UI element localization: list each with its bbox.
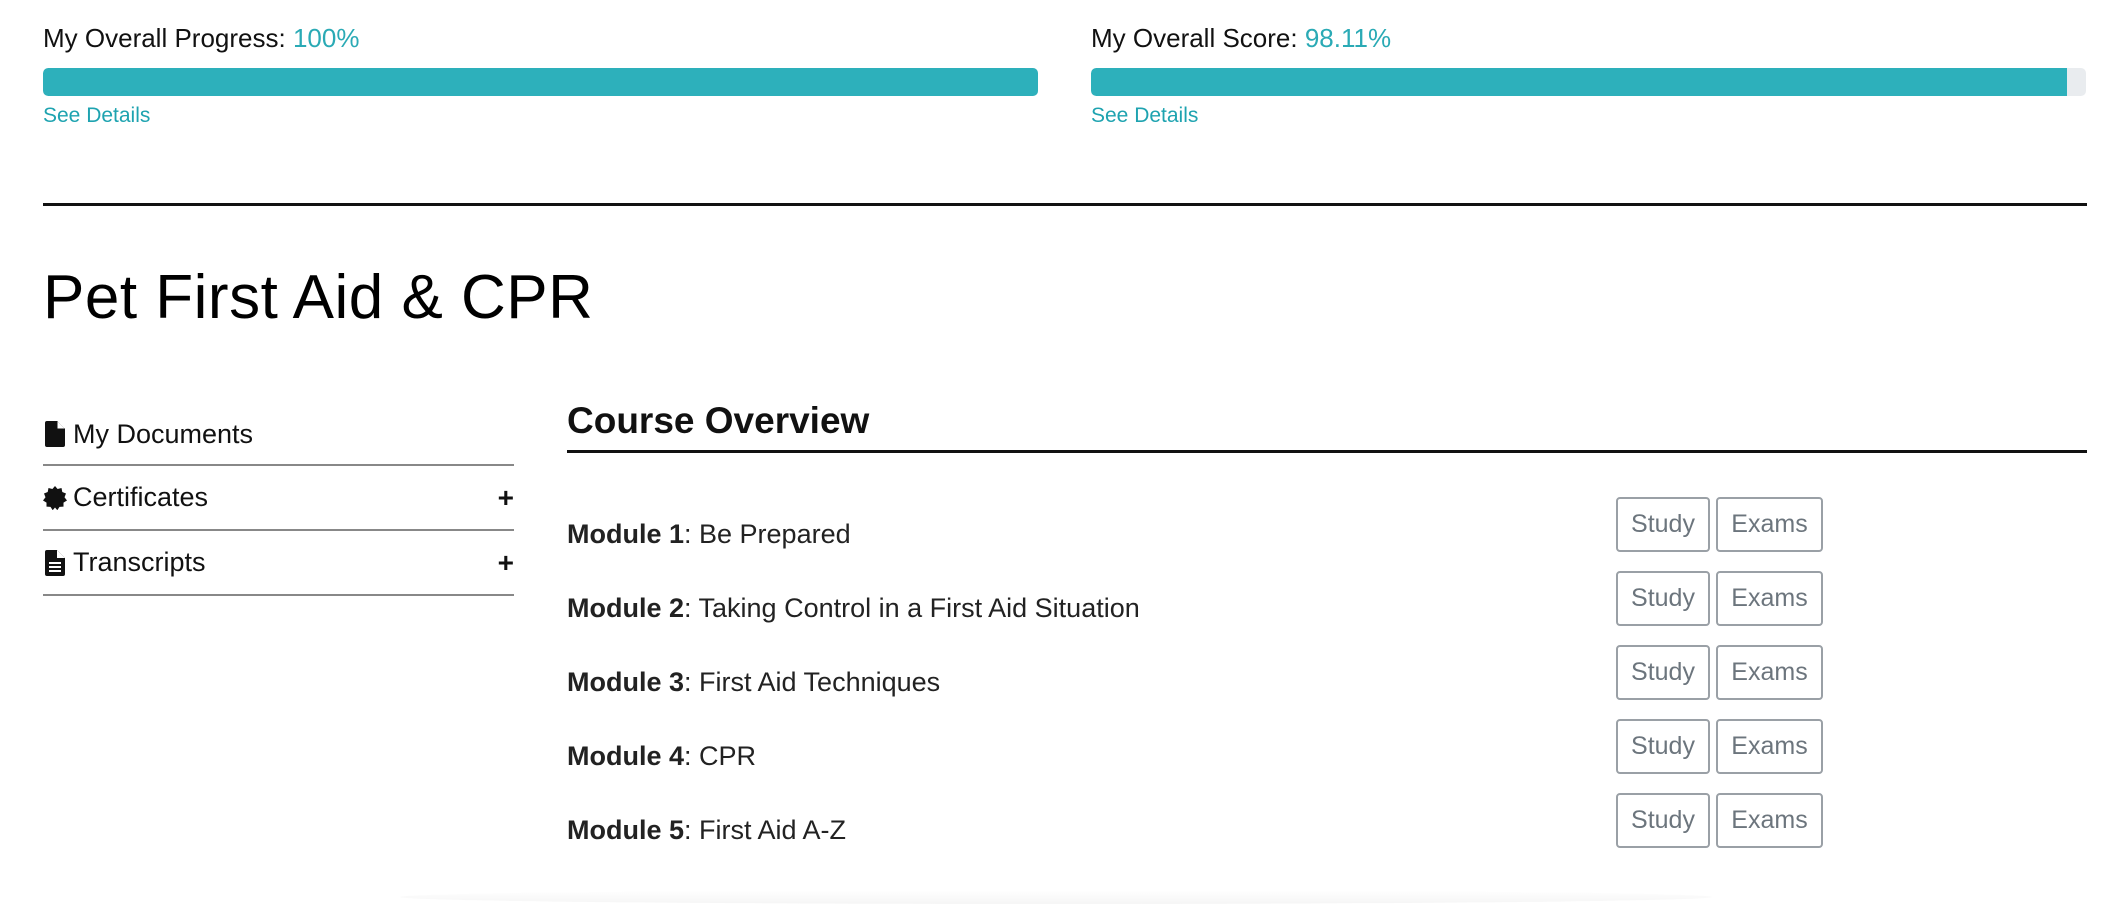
study-button[interactable]: Study <box>1616 571 1710 626</box>
exams-button[interactable]: Exams <box>1716 793 1823 848</box>
study-button[interactable]: Study <box>1616 793 1710 848</box>
progress-bar <box>43 68 1038 96</box>
exams-button[interactable]: Exams <box>1716 719 1823 774</box>
section-divider <box>43 203 2087 206</box>
score-label-row: My Overall Score: 98.11% <box>1091 22 2086 54</box>
score-label: My Overall Score: <box>1091 23 1298 53</box>
module-name: : CPR <box>684 740 757 771</box>
module-title: Module 2: Taking Control in a First Aid … <box>567 593 1140 624</box>
module-row: Module 2: Taking Control in a First Aid … <box>567 571 2087 645</box>
module-title: Module 1: Be Prepared <box>567 519 851 550</box>
module-number: Module 4 <box>567 740 685 771</box>
module-name: : Be Prepared <box>684 518 851 549</box>
module-row: Module 3: First Aid Techniques Study Exa… <box>567 645 2087 719</box>
file-icon <box>43 421 67 447</box>
module-name: : First Aid Techniques <box>684 666 941 697</box>
exams-button[interactable]: Exams <box>1716 571 1823 626</box>
module-number: Module 2 <box>567 592 685 623</box>
module-title: Module 3: First Aid Techniques <box>567 667 940 698</box>
overall-score: My Overall Score: 98.11% See Details <box>1091 22 2086 128</box>
module-actions: Study Exams <box>1616 497 1823 552</box>
sidebar-item-certificates[interactable]: Certificates + <box>43 466 514 531</box>
bottom-shadow <box>400 890 1712 904</box>
sidebar: My Documents Certificates + Transcripts … <box>43 404 514 596</box>
module-title: Module 5: First Aid A-Z <box>567 815 846 846</box>
exams-button[interactable]: Exams <box>1716 645 1823 700</box>
score-bar <box>1091 68 2086 96</box>
sidebar-item-label: Certificates <box>73 482 209 512</box>
score-see-details-link[interactable]: See Details <box>1091 104 1199 127</box>
progress-bar-fill <box>43 68 1038 96</box>
certificate-icon <box>43 485 67 511</box>
file-text-icon <box>43 549 67 576</box>
overall-progress: My Overall Progress: 100% See Details <box>43 22 1038 128</box>
sidebar-item-my-documents[interactable]: My Documents <box>43 404 514 466</box>
score-value: 98.11% <box>1304 23 1392 53</box>
module-name: : First Aid A-Z <box>684 814 847 845</box>
module-list: Module 1: Be Prepared Study Exams Module… <box>567 497 2087 867</box>
study-button[interactable]: Study <box>1616 719 1710 774</box>
progress-label: My Overall Progress: <box>43 23 286 53</box>
module-actions: Study Exams <box>1616 793 1823 848</box>
sidebar-item-label: Transcripts <box>73 547 206 577</box>
module-actions: Study Exams <box>1616 719 1823 774</box>
module-actions: Study Exams <box>1616 571 1823 626</box>
module-name: : Taking Control in a First Aid Situatio… <box>684 592 1140 623</box>
score-bar-fill <box>1091 68 2068 96</box>
module-number: Module 5 <box>567 814 685 845</box>
module-row: Module 1: Be Prepared Study Exams <box>567 497 2087 571</box>
module-title: Module 4: CPR <box>567 741 756 772</box>
study-button[interactable]: Study <box>1616 645 1710 700</box>
module-row: Module 5: First Aid A-Z Study Exams <box>567 793 2087 867</box>
sidebar-item-transcripts[interactable]: Transcripts + <box>43 531 514 596</box>
module-actions: Study Exams <box>1616 645 1823 700</box>
course-overview: Course Overview Module 1: Be Prepared St… <box>567 400 2087 867</box>
expand-toggle-icon[interactable]: + <box>497 546 514 578</box>
course-overview-title: Course Overview <box>567 400 2087 453</box>
sidebar-item-label: My Documents <box>73 418 254 449</box>
module-number: Module 1 <box>567 518 685 549</box>
course-title: Pet First Aid & CPR <box>43 263 594 332</box>
progress-see-details-link[interactable]: See Details <box>43 104 151 127</box>
expand-toggle-icon[interactable]: + <box>497 481 514 513</box>
study-button[interactable]: Study <box>1616 497 1710 552</box>
progress-value: 100% <box>292 23 360 53</box>
progress-label-row: My Overall Progress: 100% <box>43 22 1038 54</box>
exams-button[interactable]: Exams <box>1716 497 1823 552</box>
module-row: Module 4: CPR Study Exams <box>567 719 2087 793</box>
module-number: Module 3 <box>567 666 685 697</box>
